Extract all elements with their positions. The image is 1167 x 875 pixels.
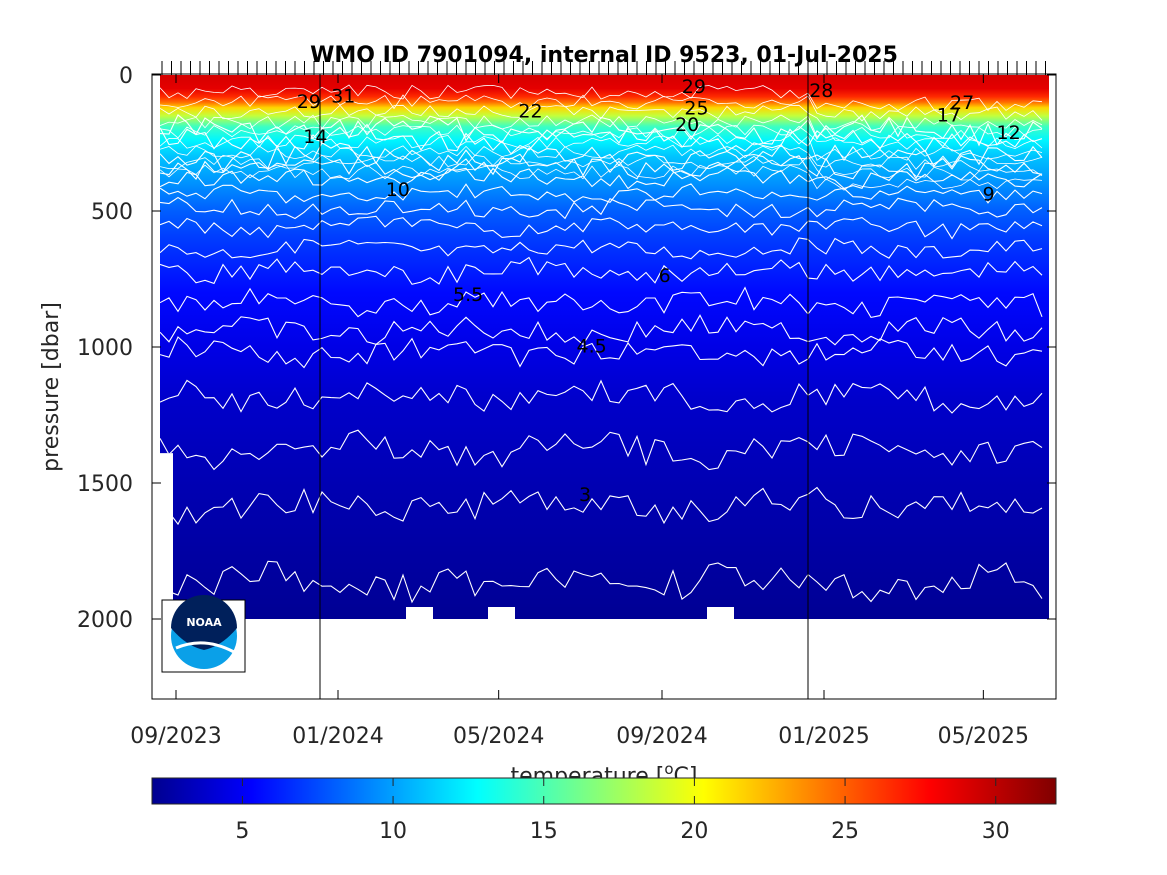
colorbar [151, 777, 1057, 805]
axes-frame [151, 73, 1057, 700]
contour-line [160, 124, 1043, 152]
contour-line [160, 153, 1043, 181]
contour-line [160, 196, 1043, 220]
contour-line [160, 84, 1043, 112]
colorbar-tick-label: 25 [831, 819, 859, 844]
contour-line [160, 256, 1043, 285]
contour-label: 4.5 [576, 336, 606, 358]
contour-label: 28 [809, 80, 833, 102]
contour-label: 14 [303, 126, 327, 148]
y-axis-title: pressure [dbar] [39, 302, 64, 472]
contour-line [160, 486, 1043, 526]
y-tick-label: 2000 [77, 608, 133, 633]
contour-line [160, 114, 1043, 141]
x-tick-label: 05/2024 [453, 724, 544, 749]
contour-label: 29 [297, 91, 321, 113]
contour-line [160, 123, 1043, 155]
contour-line [160, 164, 1043, 191]
contour-line [160, 429, 1043, 471]
y-tick-label: 1500 [77, 472, 133, 497]
contour-line [160, 336, 1043, 369]
y-tick-label: 0 [119, 64, 133, 89]
svg-text:NOAA: NOAA [186, 616, 222, 629]
contour-label: 17 [937, 104, 961, 126]
contour-line [160, 142, 1043, 173]
field-background [160, 75, 1049, 619]
colorbar-tick-label: 20 [680, 819, 708, 844]
contour-line [160, 237, 1043, 260]
contour-line [160, 104, 1043, 131]
contour-line [160, 154, 1043, 181]
colorbar-tick-label: 30 [982, 819, 1010, 844]
contour-label: 25 [684, 98, 708, 120]
x-tick-label: 09/2024 [616, 724, 707, 749]
contour-line [160, 314, 1043, 346]
x-tick-label: 01/2025 [778, 724, 869, 749]
contour-line [160, 379, 1043, 414]
temperature-field [160, 75, 1049, 619]
x-tick-label: 09/2023 [130, 724, 221, 749]
x-axis: 09/2023 01/2024 05/2024 09/2024 01/2025 05/20… [130, 74, 1029, 749]
contour-label: 27 [950, 92, 974, 114]
contour-label: 6 [659, 265, 671, 287]
noaa-logo: NOAA [161, 595, 246, 673]
contour-line [160, 183, 1043, 204]
contour-label: 29 [682, 76, 706, 98]
contour-line [160, 560, 1043, 604]
contour-label: 10 [386, 179, 410, 201]
contour-line [160, 94, 1043, 122]
contour-line [160, 144, 1043, 172]
profile-tick-marks [161, 61, 1046, 75]
year-boundary-lines [319, 74, 809, 699]
contour-label: 9 [983, 183, 995, 205]
contour-line [160, 134, 1043, 161]
chart-title: WMO ID 7901094, internal ID 9523, 01-Jul… [310, 43, 898, 68]
contour-label: 20 [675, 114, 699, 136]
y-tick-label: 1000 [77, 336, 133, 361]
colorbar-ticks: 5 10 15 20 25 30 [235, 778, 1010, 844]
y-tick-label: 500 [91, 200, 133, 225]
contour-label: 3 [579, 484, 591, 506]
y-axis: 0 500 1000 1500 2000 [77, 64, 1056, 633]
x-tick-label: 05/2025 [938, 724, 1029, 749]
colorbar-tick-label: 10 [379, 819, 407, 844]
contour-line [160, 215, 1043, 240]
colorbar-tick-label: 15 [530, 819, 558, 844]
contour-label: 5.5 [453, 284, 483, 306]
x-tick-label: 01/2024 [292, 724, 383, 749]
isotherm-contours [160, 84, 1043, 604]
contour-line [160, 286, 1043, 319]
colorbar-tick-label: 5 [235, 819, 249, 844]
contour-label: 31 [331, 85, 355, 107]
contour-label: 12 [997, 122, 1021, 144]
contour-label: 22 [518, 100, 542, 122]
